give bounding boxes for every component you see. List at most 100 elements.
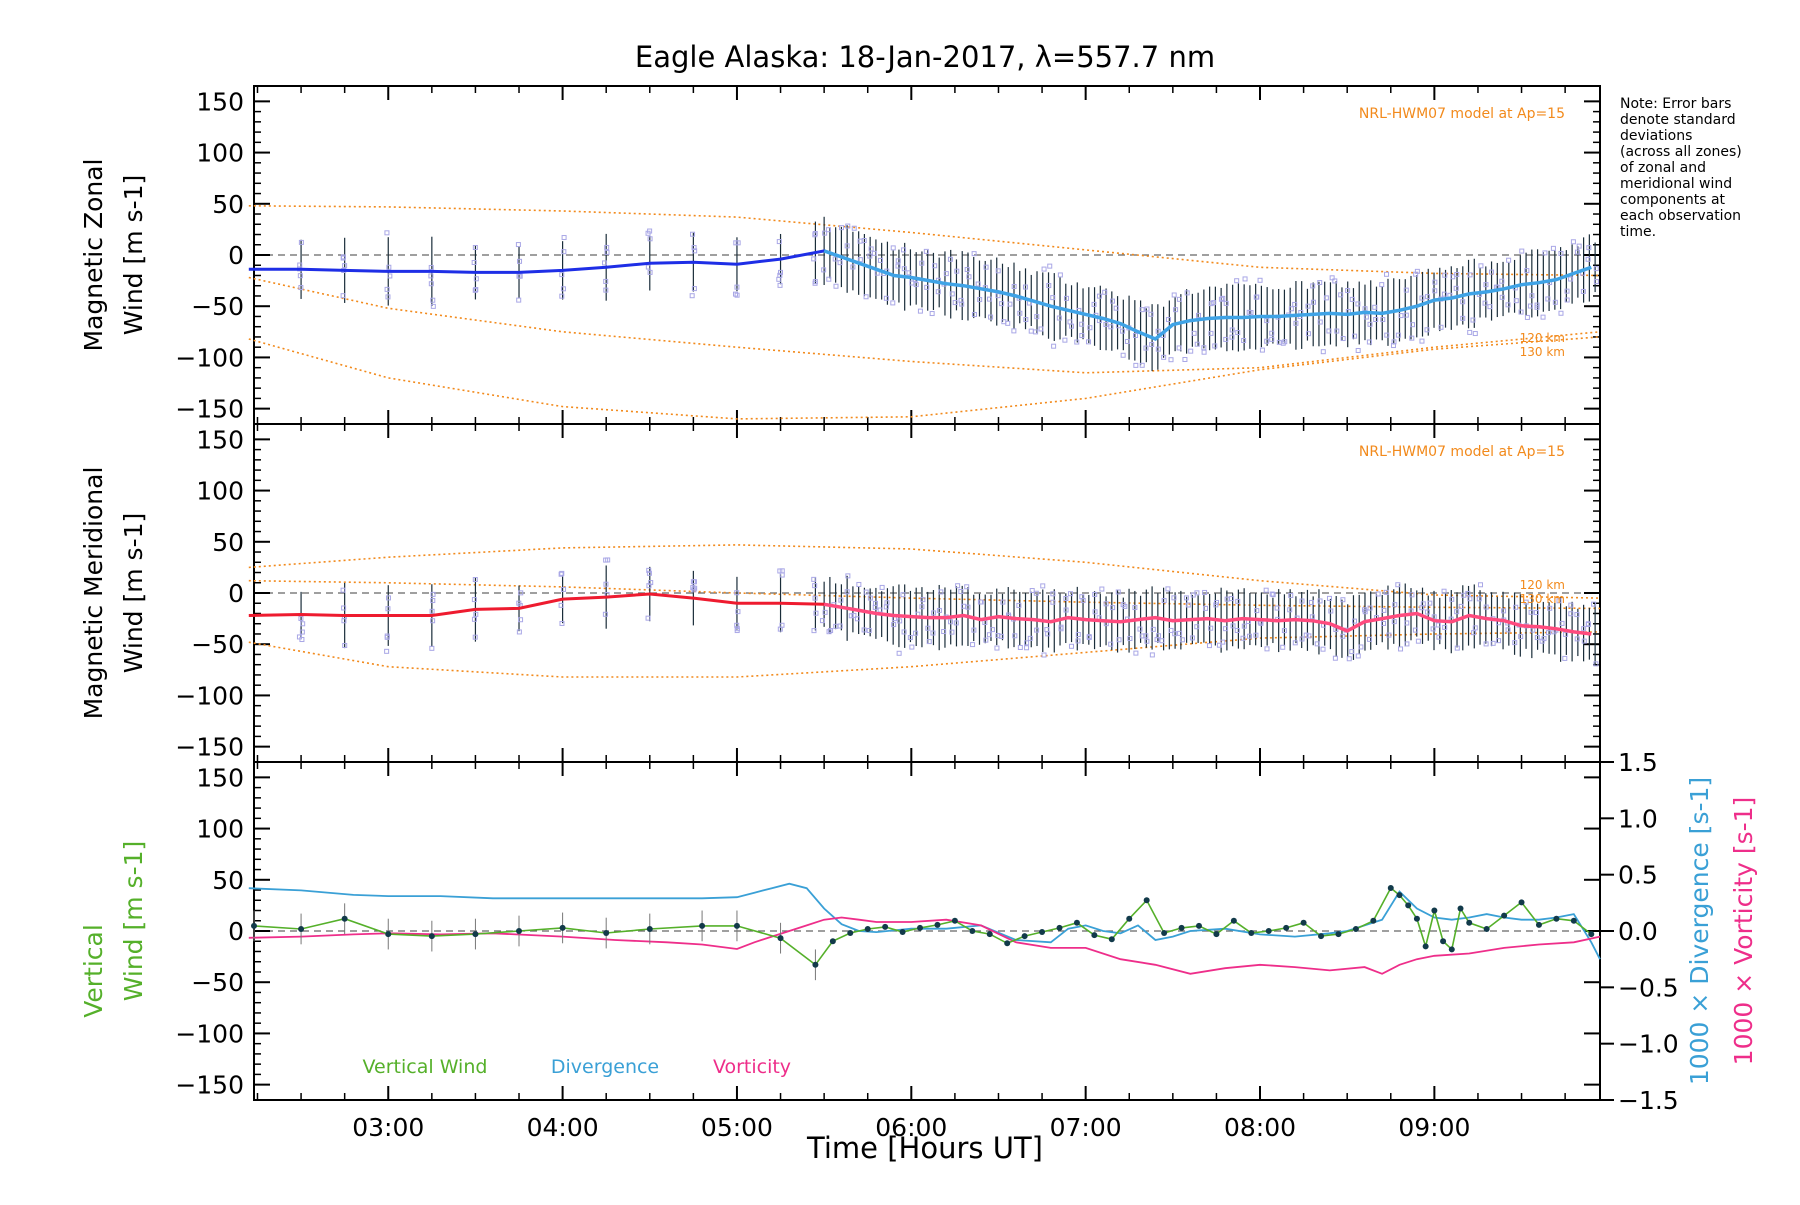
- y-tick-label: 0: [228, 241, 244, 270]
- vertical-wind-point: [1213, 931, 1220, 938]
- y-tick-label: −150: [175, 395, 244, 424]
- y-tick-label: 150: [196, 87, 244, 116]
- scatter-point: [1276, 339, 1282, 345]
- scatter-point: [1133, 333, 1139, 339]
- scatter-point: [1288, 306, 1294, 312]
- scatter-point: [1454, 271, 1460, 277]
- scatter-point: [1254, 608, 1260, 614]
- scatter-point: [1505, 302, 1511, 308]
- scatter-point: [1208, 330, 1214, 336]
- vertical-wind-point: [428, 933, 435, 940]
- scatter-point: [884, 600, 890, 606]
- scatter-point: [1299, 636, 1305, 642]
- scatter-point: [1454, 645, 1460, 651]
- vertical-wind-point: [882, 923, 889, 930]
- scatter-point: [1478, 582, 1484, 588]
- scatter-point: [965, 604, 971, 610]
- scatter-point: [1574, 249, 1580, 255]
- scatter-point: [300, 621, 306, 627]
- scatter-point: [1570, 239, 1576, 245]
- scatter-point: [897, 618, 903, 624]
- scatter-point: [1499, 294, 1505, 300]
- scatter-point: [1458, 603, 1464, 609]
- scatter-point: [1165, 317, 1171, 323]
- scatter-point: [1320, 646, 1326, 652]
- scatter-point: [833, 283, 839, 289]
- scatter-point: [1329, 275, 1335, 281]
- scatter-point: [1028, 328, 1034, 334]
- scatter-point: [822, 230, 828, 236]
- scatter-point: [1281, 628, 1287, 634]
- scatter-point: [1196, 312, 1202, 318]
- vertical-wind-point: [1570, 917, 1577, 924]
- model-line: [248, 276, 1601, 374]
- scatter-point: [1155, 346, 1161, 352]
- scatter-point: [811, 576, 817, 582]
- scatter-point: [1213, 599, 1219, 605]
- scatter-point: [1257, 277, 1263, 283]
- scatter-point: [1223, 626, 1229, 632]
- scatter-point: [1000, 599, 1006, 605]
- scatter-point: [515, 242, 521, 248]
- scatter-point: [1384, 332, 1390, 338]
- vertical-wind-point: [1335, 931, 1342, 938]
- scatter-point: [1240, 635, 1246, 641]
- scatter-point: [821, 267, 827, 273]
- scatter-point: [1155, 633, 1161, 639]
- scatter-point: [1188, 348, 1194, 354]
- scatter-point: [1085, 339, 1091, 345]
- scatter-point: [1367, 605, 1373, 611]
- height-label: 130 km: [1520, 592, 1565, 606]
- scatter-point: [1017, 644, 1023, 650]
- scatter-point: [1568, 611, 1574, 617]
- scatter-point: [647, 228, 653, 234]
- scatter-point: [646, 567, 652, 573]
- wind-line: [248, 592, 842, 617]
- scatter-point: [1419, 338, 1425, 344]
- scatter-point: [1303, 632, 1309, 638]
- vertical-wind-point: [341, 915, 348, 922]
- scatter-point: [871, 250, 877, 256]
- scatter-point: [1432, 288, 1438, 294]
- x-tick-label: 04:00: [527, 1113, 599, 1142]
- model-line: [248, 544, 1601, 599]
- y-tick-label: 150: [196, 763, 244, 792]
- scatter-point: [1068, 643, 1074, 649]
- scatter-point: [1075, 638, 1081, 644]
- scatter-point: [1132, 605, 1138, 611]
- scatter-point: [813, 610, 819, 616]
- scatter-point: [604, 244, 610, 250]
- scatter-point: [1109, 298, 1115, 304]
- scatter-point: [1182, 356, 1188, 362]
- scatter-point: [1412, 627, 1418, 633]
- scatter-point: [1023, 317, 1029, 323]
- right-tick-label: 1.5: [1618, 748, 1658, 777]
- vertical-wind-point: [1588, 931, 1595, 938]
- scatter-point: [1540, 314, 1546, 320]
- scatter-point: [1212, 343, 1218, 349]
- scatter-point: [1593, 279, 1599, 285]
- scatter-point: [1306, 633, 1312, 639]
- scatter-point: [1173, 307, 1179, 313]
- scatter-point: [691, 245, 697, 251]
- scatter-point: [1367, 321, 1373, 327]
- scatter-point: [1392, 602, 1398, 608]
- scatter-point: [1144, 306, 1150, 312]
- scatter-point: [472, 634, 478, 640]
- scatter-point: [1194, 624, 1200, 630]
- scatter-point: [877, 257, 883, 263]
- scatter-point: [1139, 362, 1145, 368]
- vertical-wind-point: [1553, 915, 1560, 922]
- scatter-point: [955, 583, 961, 589]
- vertical-wind-point: [1457, 905, 1464, 912]
- scatter-point: [819, 618, 825, 624]
- y-axis-label: Wind [m s-1]: [119, 175, 148, 336]
- scatter-point: [1501, 608, 1507, 614]
- panel-meridional: 150 100 50 0 −50 −100 −150 Magnetic Meridional W…: [79, 423, 1601, 763]
- scatter-point: [1334, 328, 1340, 334]
- y-axis-label: Magnetic Zonal: [79, 159, 108, 352]
- vertical-wind-point: [516, 928, 523, 934]
- scatter-point: [964, 267, 970, 273]
- scatter-point: [1490, 640, 1496, 646]
